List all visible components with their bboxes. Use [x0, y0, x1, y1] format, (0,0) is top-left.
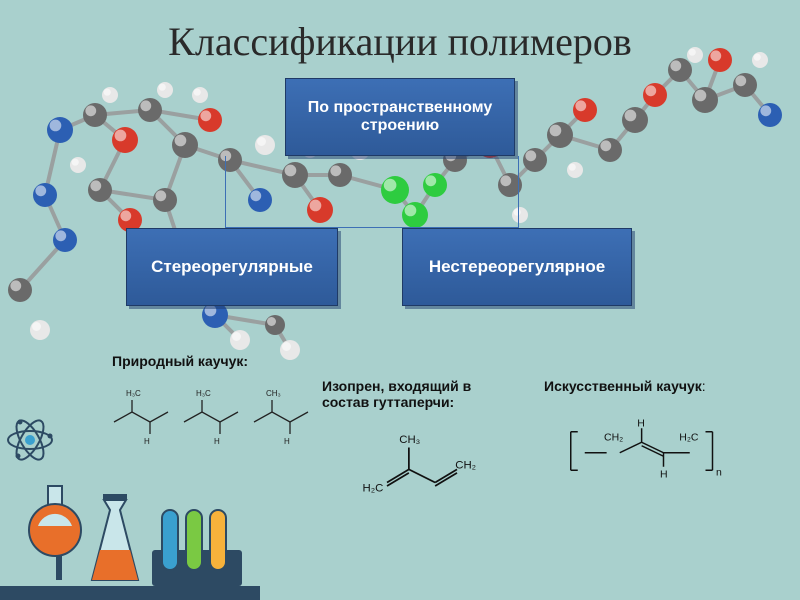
label-synthetic-colon: :: [702, 378, 706, 394]
formula-natural-rubber: H₃C H H₃C H CH₃ H: [106, 382, 316, 452]
label-synthetic-rubber: Искусственный каучук:: [544, 378, 706, 394]
synth-ch2b: H₂C: [679, 432, 699, 444]
isoprene-h2c-l: H₂C: [363, 482, 384, 494]
synth-h1: H: [637, 418, 645, 430]
svg-text:CH₃: CH₃: [266, 389, 281, 398]
box-stereoregular: Стереорегулярные: [126, 228, 338, 306]
formula-isoprene: CH₃ H₂C CH₂: [352, 430, 492, 500]
slide-content: Классификации полимеров По пространствен…: [0, 0, 800, 600]
synth-ch2a: CH₂: [604, 432, 623, 444]
svg-text:H₃C: H₃C: [126, 389, 141, 398]
svg-text:H: H: [214, 437, 220, 446]
isoprene-ch2-r: CH₂: [455, 460, 476, 472]
svg-text:H: H: [284, 437, 290, 446]
svg-text:H: H: [144, 437, 150, 446]
synth-n: n: [716, 467, 722, 479]
label-isoprene: Изопрен, входящий в состав гуттаперчи:: [322, 378, 508, 410]
synth-h2: H: [660, 468, 668, 480]
label-synthetic-text: Искусственный каучук: [544, 378, 702, 394]
label-natural-rubber: Природный каучук:: [112, 353, 248, 369]
page-title: Классификации полимеров: [0, 0, 800, 65]
svg-text:H₃C: H₃C: [196, 389, 211, 398]
box-nonstereoregular: Нестереорегулярное: [402, 228, 632, 306]
box-left-label: Стереорегулярные: [151, 257, 313, 277]
formula-synthetic-rubber: CH₂ H₂C H H n: [546, 416, 746, 486]
isoprene-ch3: CH₃: [399, 434, 420, 446]
tree-connector: [225, 156, 519, 228]
box-right-label: Нестереорегулярное: [429, 257, 605, 277]
box-spatial-structure: По пространственному строению: [285, 78, 515, 156]
box-top-label: По пространственному строению: [296, 99, 504, 135]
